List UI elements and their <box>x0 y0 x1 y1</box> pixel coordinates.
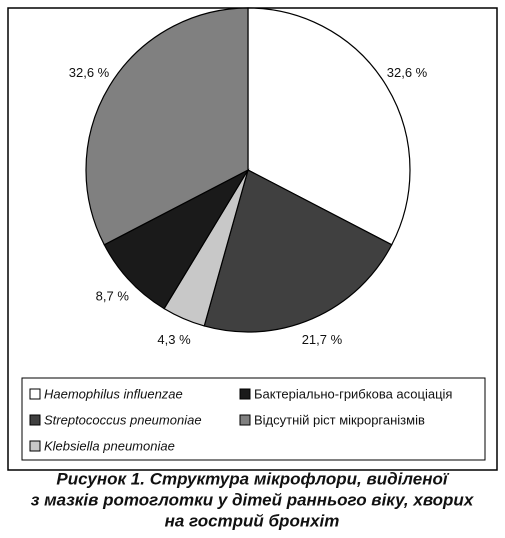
data-label: 21,7 % <box>302 332 343 347</box>
pie-slice <box>85 7 249 246</box>
caption: на гострий бронхіт <box>165 511 340 530</box>
legend-label: Haemophilus influenzae <box>44 386 183 401</box>
legend-swatch <box>29 388 41 400</box>
legend-swatch <box>239 388 251 400</box>
caption: з мазків ротоглотки у дітей раннього вік… <box>31 490 475 509</box>
data-label: 8,7 % <box>96 289 130 304</box>
data-label: 32,6 % <box>69 65 110 80</box>
pie-slice <box>103 168 250 310</box>
legend-label: Streptococcus pneumoniae <box>44 412 202 427</box>
pie-slice <box>203 169 393 333</box>
legend-swatch <box>239 414 251 426</box>
data-label: 32,6 % <box>387 65 428 80</box>
legend-swatch <box>29 414 41 426</box>
legend-label: Бактеріально-грибкова асоціація <box>254 386 452 401</box>
caption: Рисунок 1. Структура мікрофлори, виділен… <box>56 469 449 488</box>
legend-label: Відсутній ріст мікрорганізмів <box>254 412 425 427</box>
legend-box <box>21 377 486 461</box>
legend-label: Klebsiella pneumoniae <box>44 438 175 453</box>
data-label: 4,3 % <box>157 332 191 347</box>
pie-slice <box>247 7 411 246</box>
legend-swatch <box>29 440 41 452</box>
